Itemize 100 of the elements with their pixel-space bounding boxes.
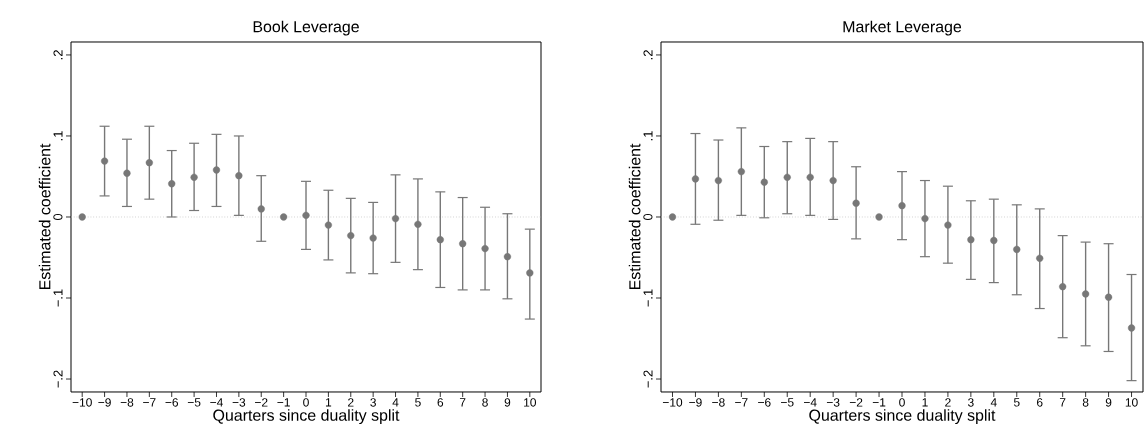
- point: [280, 213, 288, 221]
- point: [990, 236, 998, 245]
- x-tick-label: 8: [1082, 398, 1089, 407]
- point: [78, 213, 86, 221]
- point: [302, 211, 310, 219]
- x-tick-label: 5: [415, 398, 421, 407]
- y-tick-label: 0: [53, 213, 63, 221]
- x-tick-label: 8: [482, 398, 488, 407]
- x-tick-label: −2: [849, 398, 863, 407]
- point: [806, 173, 814, 181]
- x-tick-label: −2: [255, 398, 268, 407]
- point: [944, 221, 952, 229]
- x-tick-label: −9: [689, 398, 702, 407]
- x-tick-label: −5: [781, 398, 794, 407]
- y-tick-label: .2: [53, 50, 63, 60]
- point: [391, 215, 400, 223]
- point: [898, 202, 906, 210]
- x-tick-label: 6: [1037, 398, 1043, 407]
- point: [123, 169, 131, 177]
- chart-title: Market Leverage: [843, 20, 962, 36]
- x-tick-label: −3: [232, 398, 246, 407]
- point: [737, 168, 745, 176]
- point: [760, 178, 768, 186]
- x-tick-label: −8: [120, 398, 134, 407]
- point: [1013, 245, 1021, 253]
- point: [714, 176, 722, 185]
- point: [212, 166, 221, 174]
- point: [235, 172, 243, 180]
- y-tick-label: −.1: [643, 289, 653, 307]
- x-tick-label: −6: [758, 398, 771, 407]
- x-tick-label: 10: [524, 398, 536, 407]
- x-tick-label: 9: [504, 398, 511, 407]
- y-tick-label: 0: [643, 213, 653, 221]
- x-tick-label: −4: [803, 398, 817, 407]
- point: [324, 221, 332, 229]
- point: [1082, 290, 1090, 298]
- y-tick-label: .1: [643, 131, 653, 141]
- point: [783, 173, 791, 181]
- point: [503, 253, 512, 261]
- x-axis-title: Quarters since duality split: [809, 409, 996, 425]
- x-tick-label: 9: [1105, 398, 1112, 407]
- x-tick-label: 0: [303, 398, 309, 407]
- point: [436, 236, 444, 244]
- x-tick-label: 10: [1125, 398, 1138, 407]
- point: [481, 244, 489, 253]
- x-tick-label: 7: [459, 398, 466, 407]
- point: [168, 180, 176, 188]
- point: [347, 232, 355, 240]
- point: [921, 215, 929, 223]
- x-tick-label: −9: [98, 398, 111, 407]
- x-tick-label: 1: [325, 398, 332, 407]
- x-tick-label: −10: [72, 398, 92, 407]
- x-tick-label: −4: [210, 398, 223, 407]
- point: [526, 269, 534, 277]
- y-tick-label: .2: [643, 50, 653, 60]
- x-tick-label: 3: [968, 398, 974, 407]
- point: [145, 159, 153, 167]
- y-tick-label: .1: [53, 131, 63, 141]
- point: [257, 205, 265, 213]
- x-tick-label: −6: [165, 398, 179, 407]
- y-axis-title: Estimated coefficient: [38, 143, 51, 290]
- x-tick-label: −1: [872, 398, 886, 407]
- point: [829, 176, 837, 185]
- x-tick-label: −3: [826, 398, 840, 407]
- x-tick-label: −10: [662, 398, 683, 407]
- x-tick-label: 2: [945, 398, 951, 407]
- x-tick-label: 3: [370, 398, 376, 407]
- x-tick-label: 7: [1059, 398, 1066, 407]
- x-tick-label: 2: [348, 398, 354, 407]
- y-tick-label: −.1: [53, 289, 63, 307]
- point: [190, 173, 198, 181]
- chart-title: Book Leverage: [253, 20, 359, 36]
- y-tick-label: −.2: [53, 370, 63, 388]
- point: [369, 234, 377, 242]
- x-tick-label: −1: [277, 398, 290, 407]
- x-tick-label: 5: [1013, 398, 1020, 407]
- x-tick-label: 1: [922, 398, 928, 407]
- point: [1104, 293, 1113, 301]
- point: [668, 213, 677, 221]
- x-tick-label: 4: [392, 398, 399, 407]
- point: [414, 220, 422, 228]
- point: [875, 213, 883, 221]
- point: [967, 236, 975, 244]
- point: [459, 240, 467, 248]
- y-axis-title: Estimated coefficient: [628, 143, 641, 290]
- x-tick-label: −7: [735, 398, 748, 407]
- x-axis-title: Quarters since duality split: [213, 409, 400, 425]
- x-tick-label: 6: [437, 398, 444, 407]
- x-tick-label: 4: [990, 398, 997, 407]
- x-tick-label: −5: [187, 398, 201, 407]
- point: [852, 199, 860, 207]
- x-tick-label: −8: [712, 398, 725, 407]
- point: [1127, 324, 1136, 332]
- y-tick-label: −.2: [643, 370, 653, 388]
- x-tick-label: 0: [899, 398, 905, 407]
- point: [1059, 283, 1067, 291]
- point: [100, 157, 109, 165]
- x-tick-label: −7: [143, 398, 156, 407]
- point: [1036, 254, 1044, 262]
- point: [691, 175, 700, 183]
